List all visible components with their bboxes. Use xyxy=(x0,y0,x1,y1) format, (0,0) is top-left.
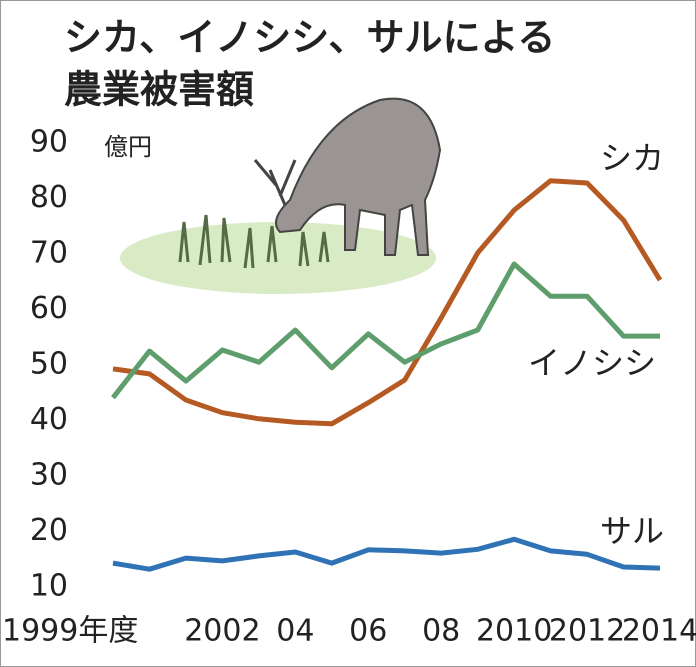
chart-title: 農業被害額 xyxy=(64,68,254,112)
series-line xyxy=(112,178,663,427)
illustration xyxy=(120,97,442,294)
y-unit: 億円 xyxy=(104,133,152,161)
x-tick-label: 04 xyxy=(276,614,314,649)
y-tick-label: 40 xyxy=(30,402,68,437)
antler xyxy=(253,159,297,206)
y-tick-label: 10 xyxy=(30,569,68,604)
x-tick-label: 06 xyxy=(349,614,387,649)
x-tick-label: 2010 xyxy=(476,614,552,649)
x-tick-label: 2002 xyxy=(184,614,260,649)
series-label: シカ xyxy=(600,139,664,177)
series-line xyxy=(112,536,661,572)
y-tick-label: 20 xyxy=(30,513,68,548)
x-tick-label: 1999年度 xyxy=(2,614,138,649)
y-tick-label: 70 xyxy=(30,236,68,271)
x-tick-label: 2014 xyxy=(622,614,696,649)
y-tick-label: 80 xyxy=(30,180,68,215)
series-label: イノシシ xyxy=(528,344,656,382)
deer xyxy=(275,97,442,256)
x-tick-label: 2012 xyxy=(549,614,625,649)
chart-title: シカ、イノシシ、サルによる xyxy=(64,16,555,60)
series-label: サル xyxy=(600,512,664,550)
x-tick-label: 08 xyxy=(422,614,460,649)
y-tick-label: 60 xyxy=(30,291,68,326)
y-tick-label: 90 xyxy=(30,125,68,160)
y-tick-label: 30 xyxy=(30,458,68,493)
y-tick-label: 50 xyxy=(30,347,68,382)
series-line xyxy=(111,261,660,400)
grass xyxy=(178,214,330,269)
